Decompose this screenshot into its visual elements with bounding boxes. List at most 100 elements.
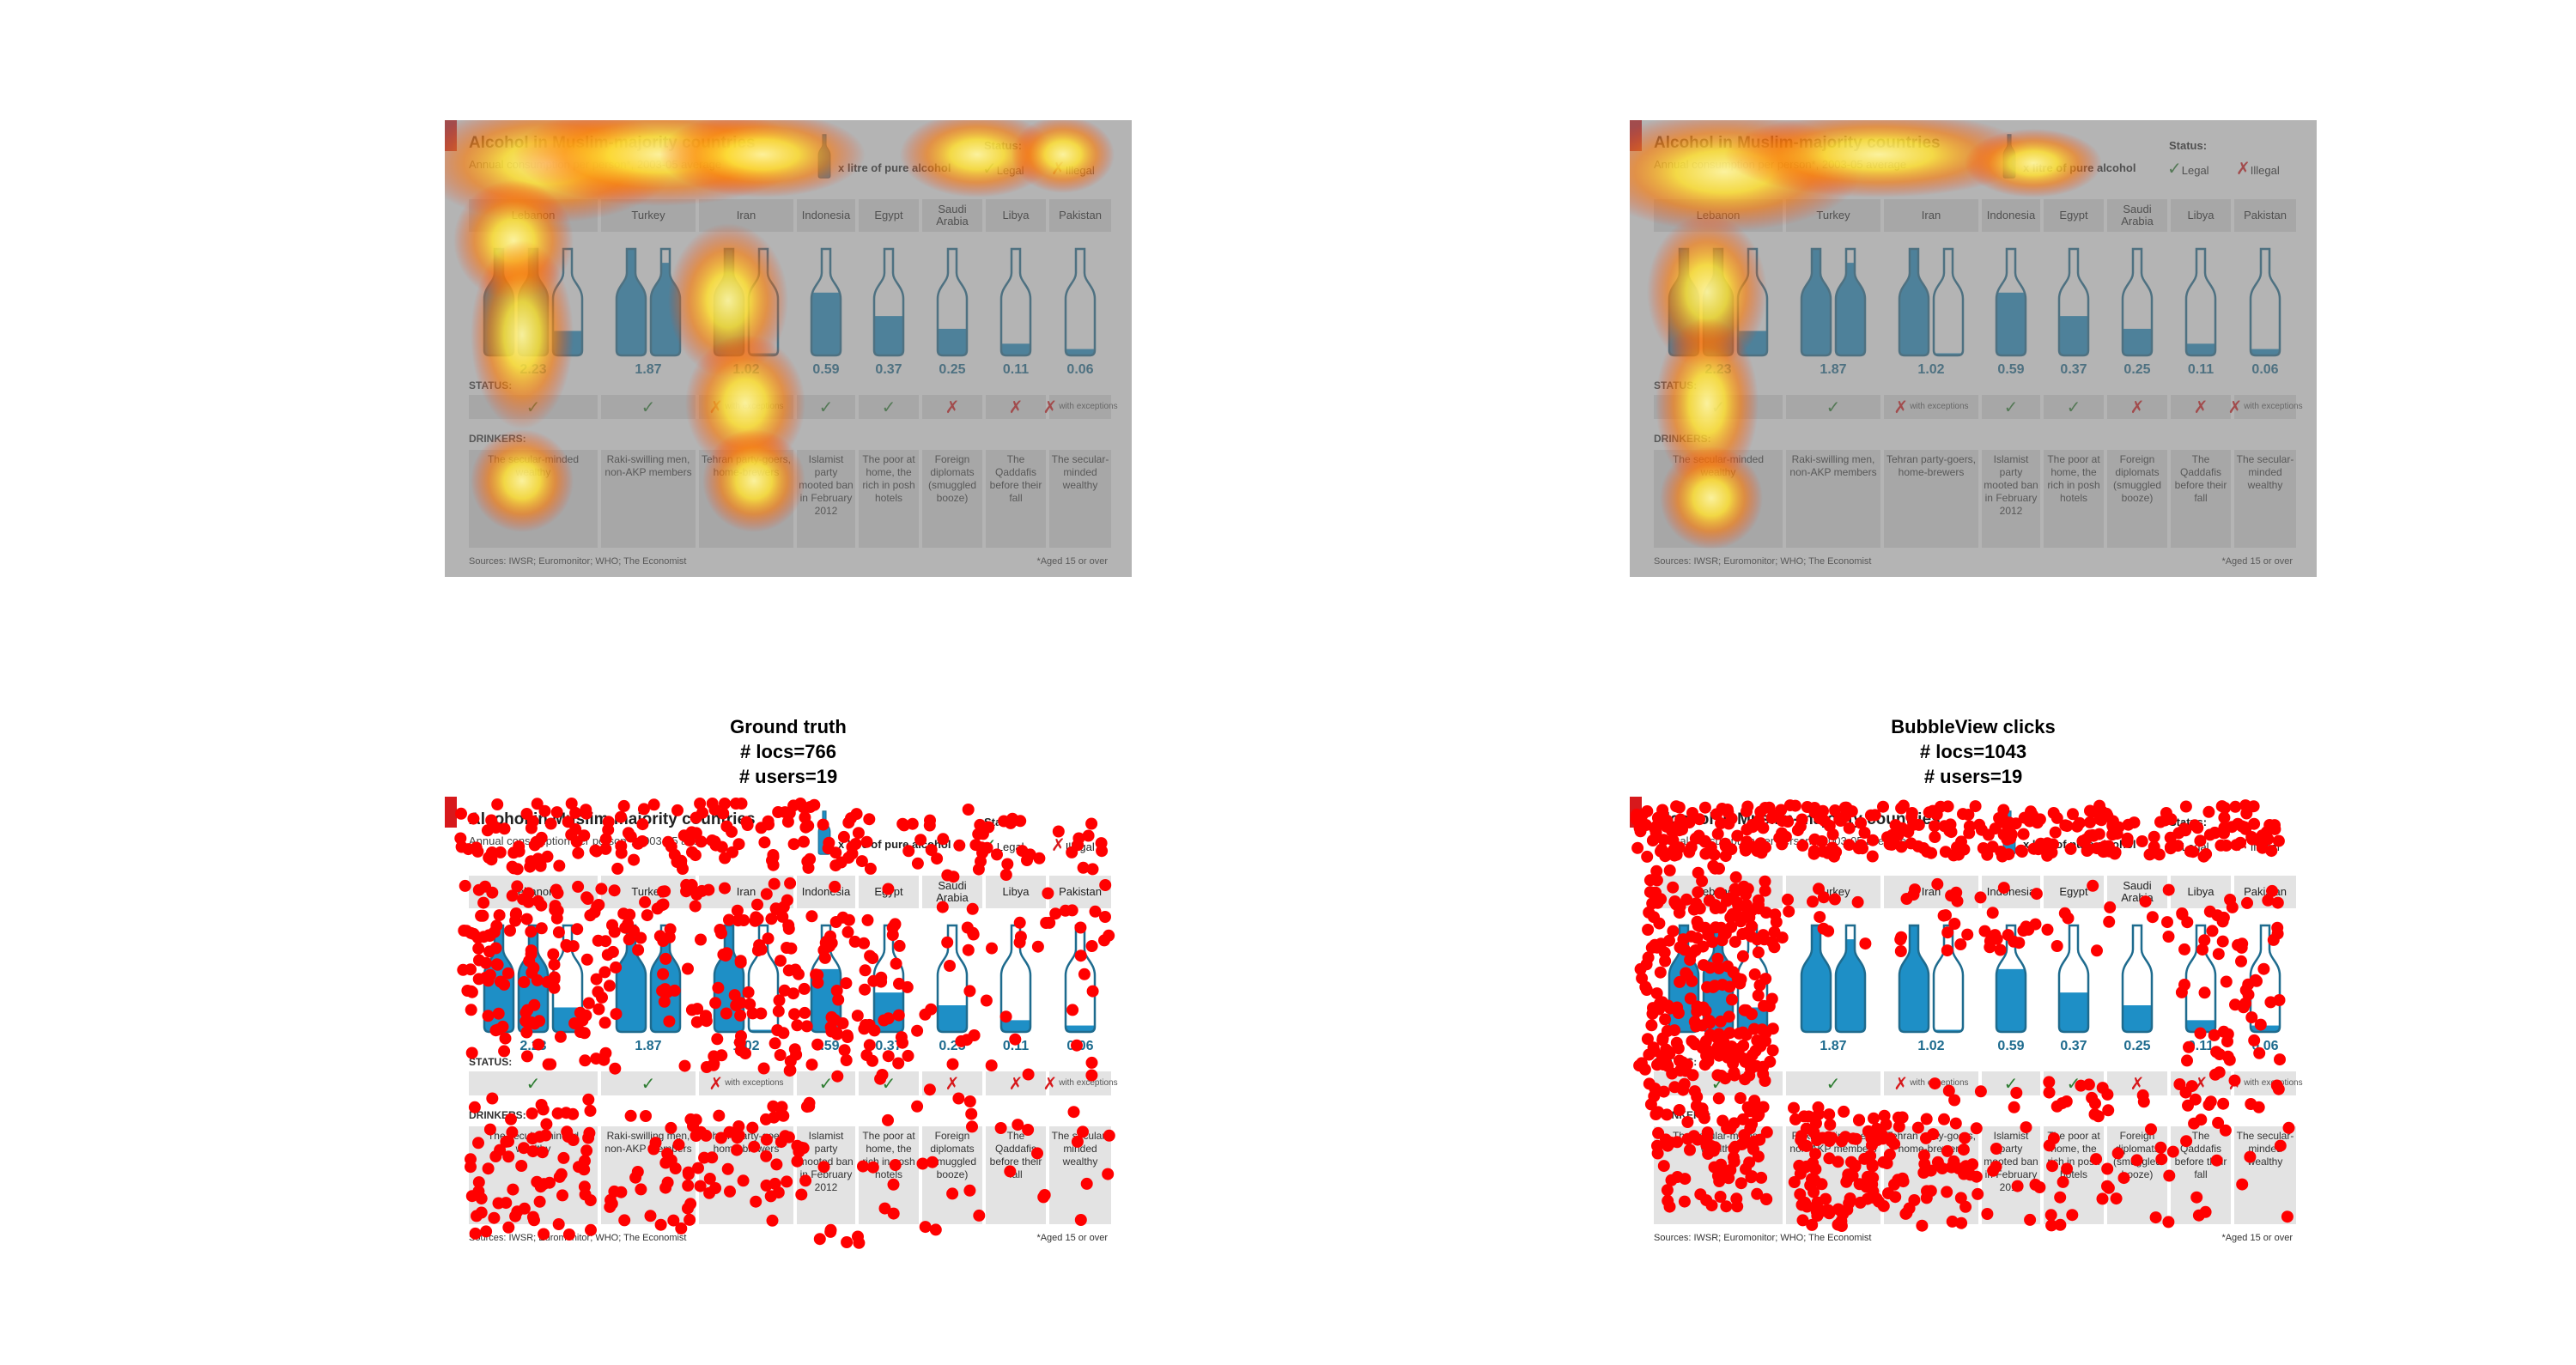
status-cell: ✗ xyxy=(986,1071,1046,1095)
caption-locs: # locs=766 xyxy=(740,741,836,762)
bottle-group xyxy=(1982,924,2040,1034)
drinkers-cell: The poor at home, the rich in posh hotel… xyxy=(859,450,919,548)
consumption-value: 2.23 xyxy=(1704,1039,1732,1053)
legend-legal: ✓Legal xyxy=(982,834,1024,856)
exceptions-note: with exceptions xyxy=(2244,402,2303,411)
drinkers-cell: The poor at home, the rich in posh hotel… xyxy=(2044,1126,2104,1224)
bottle-icon xyxy=(747,247,780,357)
drinkers-cell: Foreign diplomats (smuggled booze) xyxy=(922,450,982,548)
legend-legal: ✓Legal xyxy=(982,158,1024,179)
bottle-icon xyxy=(1702,247,1735,357)
consumption-value: 0.59 xyxy=(1997,362,2025,377)
status-cell: ✗ with exceptions xyxy=(1042,395,1118,419)
cross-icon: ✗ xyxy=(2129,1074,2145,1094)
legend-bottle xyxy=(2001,134,2018,179)
consumption-value: 0.25 xyxy=(2123,1039,2151,1053)
country-header: Egypt xyxy=(859,199,919,232)
infographic: Alcohol in Muslim-majority countries Annu… xyxy=(1630,120,2317,577)
bottle-icon xyxy=(1800,924,1832,1034)
bottle-icon xyxy=(1064,924,1097,1034)
status-cell: ✓ xyxy=(797,395,855,419)
cross-icon: ✗ xyxy=(945,397,960,417)
bottle-icon xyxy=(483,924,515,1034)
bottle-icon xyxy=(999,924,1032,1034)
consumption-value: 0.37 xyxy=(875,1039,902,1053)
status-cell: ✗ xyxy=(2171,1071,2231,1095)
sources-note: Sources: IWSR; Euromonitor; WHO; The Eco… xyxy=(469,556,687,567)
country-header: Lebanon xyxy=(469,199,598,232)
caption-users: # users=19 xyxy=(738,766,838,787)
bottle-icon xyxy=(1932,247,1965,357)
bottle-icon xyxy=(2057,924,2090,1034)
bottle-icon xyxy=(551,924,584,1034)
drinkers-cell: Foreign diplomats (smuggled booze) xyxy=(2107,1126,2167,1224)
status-heading: Status: xyxy=(984,139,1023,152)
infographic: Alcohol in Muslim-majority countries Annu… xyxy=(1630,797,2317,1253)
drinkers-row-label: DRINKERS: xyxy=(469,1109,526,1121)
age-note: *Aged 15 or over xyxy=(1036,1233,1108,1243)
bubbleview-clicks-panel: Alcohol in Muslim-majority countries Annu… xyxy=(1630,797,2317,1253)
legend-label: x litre of pure alcohol xyxy=(838,161,951,174)
bottle-icon xyxy=(2002,134,2016,179)
exceptions-note: with exceptions xyxy=(1059,1078,1118,1088)
cross-icon: ✗ xyxy=(708,397,724,417)
consumption-value: 0.06 xyxy=(1066,362,1094,377)
country-header: Libya xyxy=(986,199,1046,232)
country-header: Iran xyxy=(1884,876,1978,908)
consumption-value: 2.23 xyxy=(519,362,547,377)
status-cell: ✓ xyxy=(859,395,919,419)
bottle-icon xyxy=(1668,924,1700,1034)
drinkers-cell: Foreign diplomats (smuggled booze) xyxy=(922,1126,982,1224)
legal-label: Legal xyxy=(2181,164,2209,177)
drinkers-cell: The Qaddafis before their fall xyxy=(2171,1126,2231,1224)
bottle-icon xyxy=(1736,924,1769,1034)
bottle-group xyxy=(1982,247,2040,357)
status-row-label: STATUS: xyxy=(1654,379,1698,391)
ground-truth-caption: Ground truth # locs=766 # users=19 xyxy=(531,714,1046,789)
drinkers-cell: The Qaddafis before their fall xyxy=(986,1126,1046,1224)
consumption-value: 0.59 xyxy=(812,1039,840,1053)
drinkers-cell: Foreign diplomats (smuggled booze) xyxy=(2107,450,2167,548)
status-cell: ✓ xyxy=(1786,395,1880,419)
cross-icon: ✗ xyxy=(708,1074,724,1094)
bottle-group xyxy=(1884,247,1978,357)
check-icon: ✓ xyxy=(881,397,896,417)
consumption-value: 2.23 xyxy=(519,1039,547,1053)
consumption-value: 0.37 xyxy=(875,362,902,377)
bottle-icon xyxy=(2002,810,2016,855)
cross-icon: ✗ xyxy=(1051,836,1066,855)
status-cell: ✓ xyxy=(601,1071,696,1095)
bottle-group xyxy=(797,924,855,1034)
status-cell: ✗ xyxy=(2107,1071,2167,1095)
country-header: Pakistan xyxy=(1049,199,1111,232)
legend-illegal: ✗Illegal xyxy=(1051,834,1095,856)
bottle-group xyxy=(2171,247,2231,357)
drinkers-cell: The Qaddafis before their fall xyxy=(986,450,1046,548)
drinkers-cell: Islamist party mooted ban in February 20… xyxy=(1982,450,2040,548)
exceptions-note: with exceptions xyxy=(1910,402,1969,411)
ground-truth-heatmap-panel: Alcohol in Muslim-majority countries Annu… xyxy=(445,120,1132,577)
consumption-value: 0.06 xyxy=(2251,362,2279,377)
bottle-icon xyxy=(517,924,550,1034)
drinkers-cell: The secular-minded wealthy xyxy=(1049,450,1111,548)
illegal-label: Illegal xyxy=(1065,840,1095,853)
check-icon: ✓ xyxy=(641,1074,656,1094)
legend-illegal: ✗Illegal xyxy=(1051,158,1095,179)
bottle-icon xyxy=(2121,247,2154,357)
check-icon: ✓ xyxy=(982,836,997,855)
legend-illegal: ✗Illegal xyxy=(2236,834,2280,856)
cross-icon: ✗ xyxy=(2193,1074,2208,1094)
bottle-group xyxy=(797,247,855,357)
illegal-label: Illegal xyxy=(2250,164,2280,177)
exceptions-note: with exceptions xyxy=(725,1078,784,1088)
consumption-value: 2.23 xyxy=(1704,362,1732,377)
bottle-group xyxy=(2107,247,2167,357)
status-cell: ✓ xyxy=(1982,395,2040,419)
bottle-icon xyxy=(483,247,515,357)
drinkers-cell: The secular-minded wealthy xyxy=(1654,1126,1783,1224)
infographic: Alcohol in Muslim-majority countries Annu… xyxy=(445,120,1132,577)
cross-icon: ✗ xyxy=(945,1074,960,1094)
bottle-icon xyxy=(649,247,682,357)
country-header: Libya xyxy=(986,876,1046,908)
bottle-group xyxy=(922,247,982,357)
